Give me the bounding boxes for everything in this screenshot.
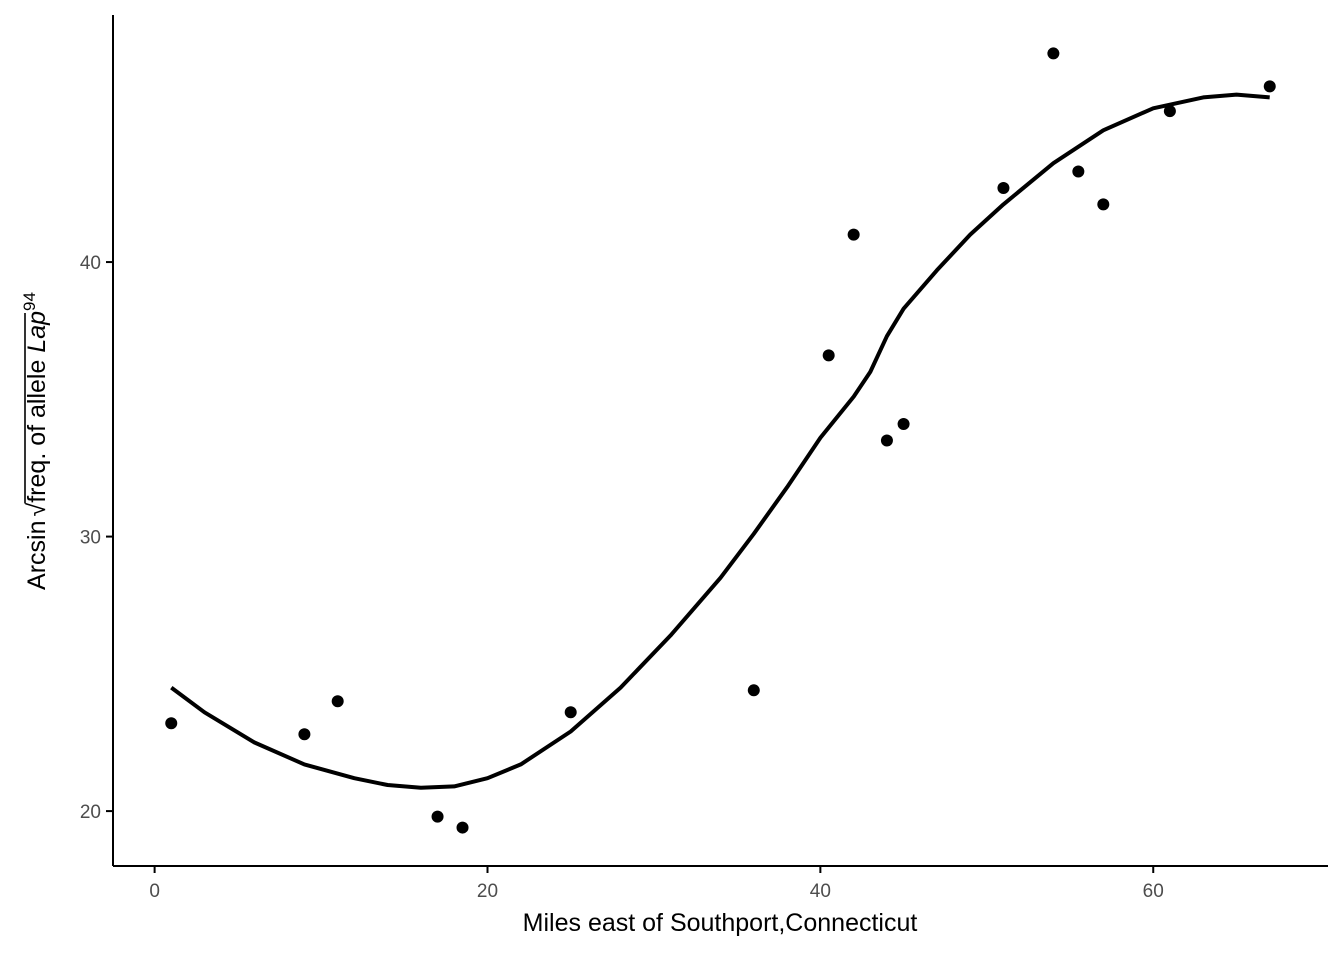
data-point	[822, 349, 835, 362]
data-point	[747, 684, 760, 697]
sqrt-symbol: √	[23, 503, 51, 517]
data-point	[1047, 47, 1060, 60]
data-point	[564, 706, 577, 719]
data-point	[331, 695, 344, 708]
x-tick-label: 0	[149, 881, 160, 902]
data-point	[298, 728, 311, 741]
data-point	[997, 181, 1010, 194]
data-point	[165, 717, 178, 730]
data-point	[456, 821, 469, 834]
data-point	[1263, 80, 1276, 93]
data-point	[880, 434, 893, 447]
y-tick-label: 40	[80, 253, 101, 274]
data-point	[847, 228, 860, 241]
x-ticks: 0 20 40 60	[149, 866, 1164, 902]
x-axis-title: Miles east of Southport,Connecticut	[523, 909, 918, 937]
y-ticks: 20 30 40	[80, 253, 113, 823]
y-axis-title-gene: Lap	[23, 311, 51, 353]
data-point	[1163, 105, 1176, 118]
data-points	[165, 47, 1276, 834]
y-tick-label: 20	[80, 802, 101, 823]
data-point	[1072, 165, 1085, 178]
data-point	[431, 810, 444, 823]
y-axis-title: Arcsin √freq. of allele Lap94	[20, 292, 51, 590]
y-tick-label: 30	[80, 528, 101, 549]
y-axis-title-radicand: freq. of allele	[23, 353, 51, 503]
x-tick-label: 20	[477, 881, 498, 902]
y-axis-title-prefix: Arcsin	[23, 521, 51, 590]
data-point	[897, 418, 910, 431]
x-tick-label: 40	[810, 881, 831, 902]
x-tick-label: 60	[1143, 881, 1164, 902]
data-point	[1097, 198, 1110, 211]
smooth-trend-line	[170, 92, 1270, 790]
y-axis-title-superscript: 94	[20, 292, 39, 311]
